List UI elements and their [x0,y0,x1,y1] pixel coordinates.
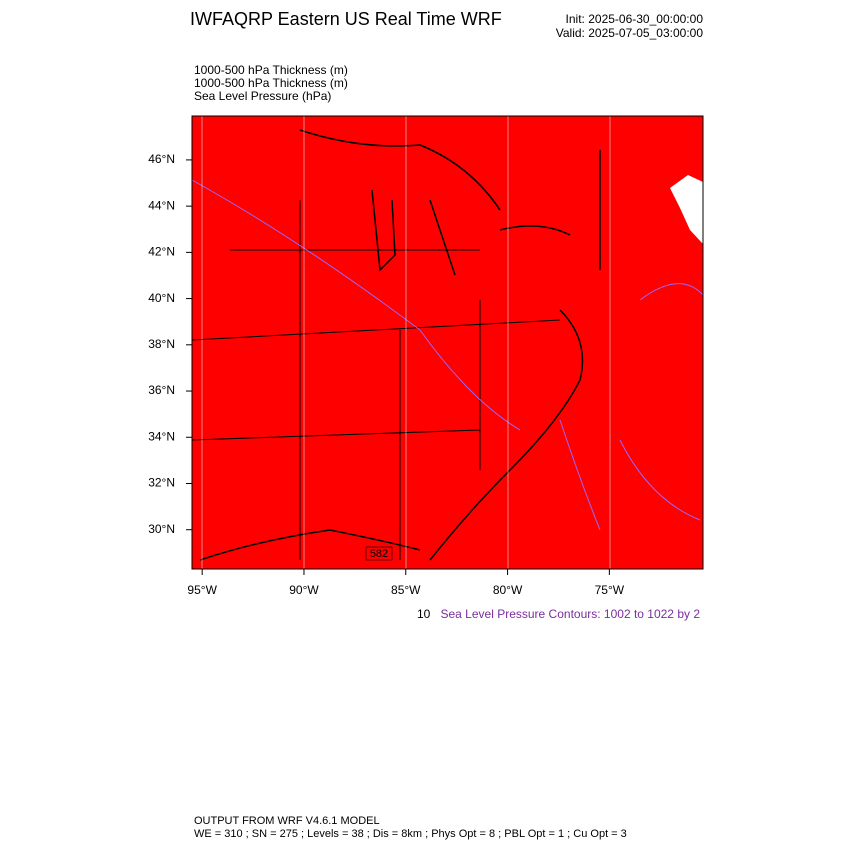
x-tick-label: 85°W [391,583,421,597]
boundaries [191,129,601,561]
y-tick-label: 38°N [148,337,175,351]
valid-time: Valid: 2025-07-05_03:00:00 [556,26,704,40]
footer-line: WE = 310 ; SN = 275 ; Levels = 38 ; Dis … [194,828,627,840]
label-backing [430,606,705,624]
y-tick-label: 36°N [148,383,175,397]
x-tick-label: 75°W [595,583,625,597]
hidden-label: 10 [417,607,431,621]
ocean-patch [670,175,703,244]
y-tick-label: 40°N [148,291,175,305]
contour-label-box [365,546,393,561]
map-area: 582 [191,115,704,570]
y-tick-label: 44°N [148,198,175,212]
y-tick-label: 46°N [148,152,175,166]
y-tick-label: 30°N [148,522,175,536]
map-frame [191,115,704,570]
contour-label: 582 [370,548,388,560]
init-time: Init: 2025-06-30_00:00:00 [566,12,704,26]
field-label: 1000-500 hPa Thickness (m) [194,63,348,77]
graticule [201,116,611,569]
y-tick-label: 34°N [148,429,175,443]
field-label: 1000-500 hPa Thickness (m) [194,76,348,90]
title: IWFAQRP Eastern US Real Time WRF [190,9,502,29]
field-label: Sea Level Pressure (hPa) [194,89,331,103]
x-tick-label: 80°W [493,583,523,597]
y-tick-label: 42°N [148,245,175,259]
y-tick-label: 32°N [148,476,175,490]
x-tick-label: 90°W [289,583,319,597]
x-tick-label: 95°W [187,583,217,597]
pressure-contours [191,179,704,531]
footer-line: OUTPUT FROM WRF V4.6.1 MODEL [194,815,380,827]
map-fill [192,116,703,569]
slp-note: Sea Level Pressure Contours: 1002 to 102… [441,607,701,621]
